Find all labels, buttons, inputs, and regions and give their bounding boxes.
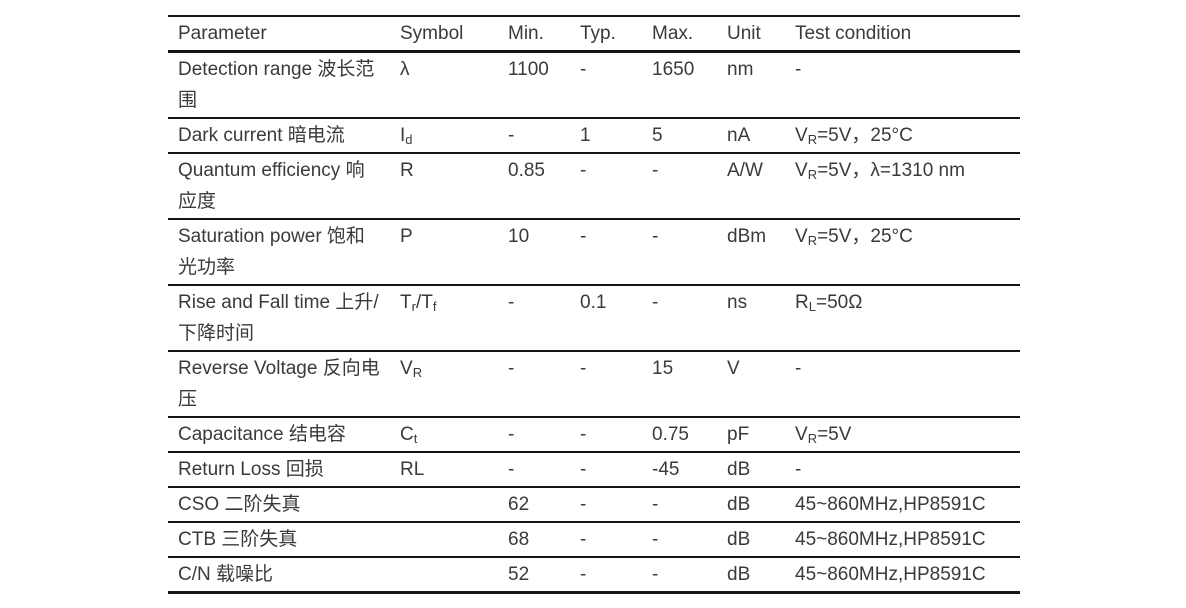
cell-unit: dB bbox=[727, 459, 751, 480]
cell-min: 0.85 bbox=[508, 160, 545, 181]
cell-unit: nA bbox=[727, 125, 751, 146]
cell-unit: A/W bbox=[727, 160, 763, 181]
cell-parameter: CSO 二阶失真 bbox=[178, 494, 301, 515]
cell-typ: - bbox=[580, 226, 587, 247]
column-header-max: Max. bbox=[652, 23, 694, 44]
cell-typ: - bbox=[580, 59, 587, 80]
cell-test-condition: VR=5V，25°C bbox=[795, 226, 913, 248]
column-header-min: Min. bbox=[508, 23, 544, 44]
cell-unit: ns bbox=[727, 292, 748, 313]
cell-symbol: R bbox=[400, 160, 414, 181]
table-row: CSO 二阶失真 62 - - dB 45~860MHz,HP8591C bbox=[168, 487, 1020, 522]
cell-max: -45 bbox=[652, 459, 680, 480]
cell-symbol: RL bbox=[400, 459, 425, 480]
cell-parameter: Detection range 波长范围 bbox=[178, 59, 375, 111]
cell-unit: dB bbox=[727, 529, 751, 550]
cell-symbol: Ct bbox=[400, 424, 418, 446]
cell-unit: dB bbox=[727, 564, 751, 585]
cell-parameter: C/N 载噪比 bbox=[178, 564, 274, 585]
cell-symbol bbox=[390, 487, 498, 522]
cell-test-condition: VR=5V，λ=1310 nm bbox=[795, 160, 965, 182]
cell-parameter: CTB 三阶失真 bbox=[178, 529, 298, 550]
table-row: Rise and Fall time 上升/下降时间 Tr/Tf - 0.1 -… bbox=[168, 285, 1020, 351]
cell-min: - bbox=[508, 292, 515, 313]
cell-parameter: Reverse Voltage 反向电压 bbox=[178, 358, 380, 410]
table-row: Dark current 暗电流 Id - 1 5 nA VR=5V，25°C bbox=[168, 118, 1020, 153]
cell-max: - bbox=[652, 226, 659, 247]
table-row: CTB 三阶失真 68 - - dB 45~860MHz,HP8591C bbox=[168, 522, 1020, 557]
cell-min: 52 bbox=[508, 564, 530, 585]
cell-symbol: Id bbox=[400, 125, 413, 147]
cell-symbol: Tr/Tf bbox=[400, 292, 437, 314]
cell-unit: nm bbox=[727, 59, 754, 80]
cell-parameter: Return Loss 回损 bbox=[178, 459, 324, 480]
column-header-test-condition: Test condition bbox=[795, 23, 912, 44]
cell-test-condition: - bbox=[795, 358, 802, 379]
cell-typ: - bbox=[580, 529, 587, 550]
cell-max: - bbox=[652, 564, 659, 585]
cell-typ: - bbox=[580, 424, 587, 445]
cell-typ: 0.1 bbox=[580, 292, 607, 313]
cell-unit: V bbox=[727, 358, 740, 379]
table-row: C/N 载噪比 52 - - dB 45~860MHz,HP8591C bbox=[168, 557, 1020, 593]
cell-max: 1650 bbox=[652, 59, 695, 80]
cell-test-condition: VR=5V bbox=[795, 424, 852, 446]
cell-max: - bbox=[652, 160, 659, 181]
cell-parameter: Quantum efficiency 响应度 bbox=[178, 160, 365, 212]
cell-typ: - bbox=[580, 160, 587, 181]
cell-min: - bbox=[508, 358, 515, 379]
cell-max: 5 bbox=[652, 125, 663, 146]
header-row: Parameter Symbol Min. Typ. Max. Unit Tes… bbox=[168, 16, 1020, 52]
cell-test-condition: 45~860MHz,HP8591C bbox=[795, 564, 986, 585]
table-row: Saturation power 饱和光功率 P 10 - - dBm VR=5… bbox=[168, 219, 1020, 285]
spec-table-container: Parameter Symbol Min. Typ. Max. Unit Tes… bbox=[168, 15, 1020, 594]
cell-max: - bbox=[652, 494, 659, 515]
cell-min: - bbox=[508, 424, 515, 445]
table-row: Quantum efficiency 响应度 R 0.85 - - A/W VR… bbox=[168, 153, 1020, 219]
cell-symbol: VR bbox=[400, 358, 423, 380]
cell-parameter: Dark current 暗电流 bbox=[178, 125, 345, 146]
cell-test-condition: - bbox=[795, 59, 802, 80]
cell-symbol bbox=[390, 522, 498, 557]
cell-max: - bbox=[652, 292, 659, 313]
cell-symbol: P bbox=[400, 226, 413, 247]
column-header-symbol: Symbol bbox=[400, 23, 464, 44]
cell-test-condition: - bbox=[795, 459, 802, 480]
cell-typ: - bbox=[580, 459, 587, 480]
cell-typ: - bbox=[580, 564, 587, 585]
cell-test-condition: VR=5V，25°C bbox=[795, 125, 913, 147]
cell-max: 0.75 bbox=[652, 424, 689, 445]
table-row: Capacitance 结电容 Ct - - 0.75 pF VR=5V bbox=[168, 417, 1020, 452]
cell-min: - bbox=[508, 459, 515, 480]
column-header-unit: Unit bbox=[727, 23, 761, 44]
cell-min: 68 bbox=[508, 529, 530, 550]
cell-min: 1100 bbox=[508, 59, 549, 80]
cell-typ: - bbox=[580, 494, 587, 515]
cell-test-condition: RL=50Ω bbox=[795, 292, 863, 314]
cell-parameter: Saturation power 饱和光功率 bbox=[178, 226, 365, 278]
table-row: Reverse Voltage 反向电压 VR - - 15 V - bbox=[168, 351, 1020, 417]
cell-min: - bbox=[508, 125, 515, 146]
cell-max: - bbox=[652, 529, 659, 550]
cell-parameter: Capacitance 结电容 bbox=[178, 424, 346, 445]
cell-test-condition: 45~860MHz,HP8591C bbox=[795, 529, 986, 550]
table-row: Detection range 波长范围 λ 1100 - 1650 nm - bbox=[168, 52, 1020, 118]
table-row: Return Loss 回损 RL - - -45 dB - bbox=[168, 452, 1020, 487]
cell-unit: pF bbox=[727, 424, 750, 445]
cell-symbol: λ bbox=[400, 59, 410, 80]
cell-min: 10 bbox=[508, 226, 530, 247]
cell-max: 15 bbox=[652, 358, 674, 379]
cell-parameter: Rise and Fall time 上升/下降时间 bbox=[178, 292, 379, 344]
cell-typ: - bbox=[580, 358, 587, 379]
cell-unit: dBm bbox=[727, 226, 767, 247]
cell-unit: dB bbox=[727, 494, 751, 515]
cell-symbol bbox=[390, 557, 498, 593]
column-header-parameter: Parameter bbox=[178, 23, 267, 44]
cell-typ: 1 bbox=[580, 125, 591, 146]
column-header-typ: Typ. bbox=[580, 23, 616, 44]
cell-test-condition: 45~860MHz,HP8591C bbox=[795, 494, 986, 515]
cell-min: 62 bbox=[508, 494, 530, 515]
spec-table: Parameter Symbol Min. Typ. Max. Unit Tes… bbox=[168, 15, 1020, 594]
